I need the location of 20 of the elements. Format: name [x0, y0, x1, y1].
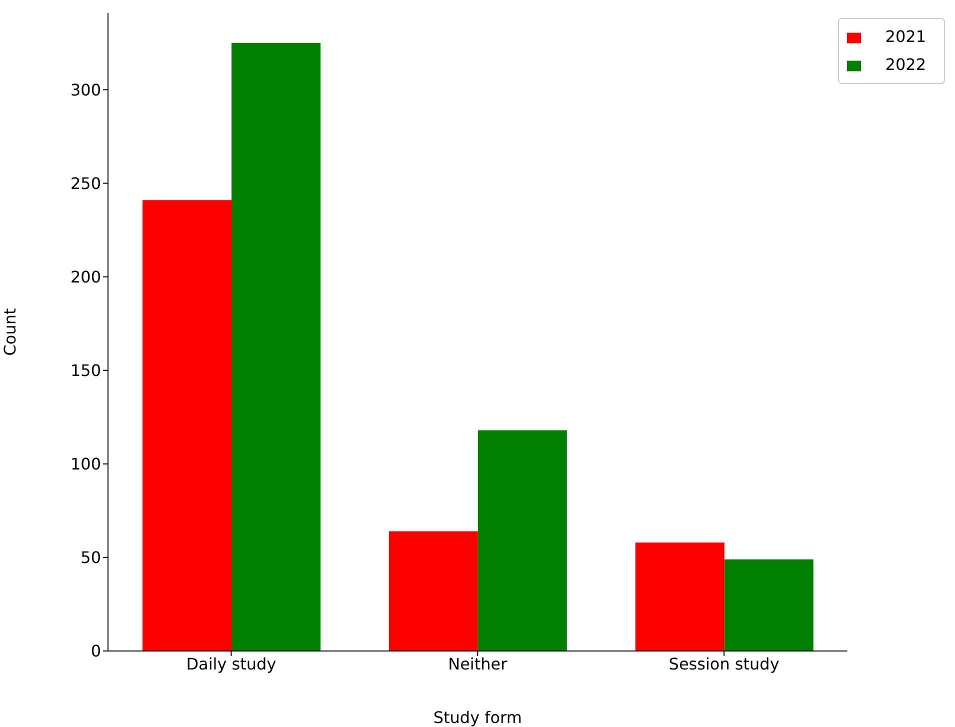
y-tick-label: 100	[70, 454, 101, 474]
bar	[142, 200, 232, 651]
y-tick-label: 50	[80, 548, 101, 568]
bar	[232, 42, 320, 651]
x-tick-label: Daily study	[186, 654, 276, 674]
y-tick-label: 250	[70, 174, 101, 193]
legend-label: 2022	[885, 55, 926, 74]
y-tick-label: 200	[70, 267, 101, 286]
bar	[478, 430, 567, 651]
x-tick-label: Session study	[668, 654, 780, 674]
y-tick-label: 150	[70, 361, 101, 380]
y-tick-label: 300	[70, 80, 101, 100]
bar	[388, 531, 478, 651]
bar	[635, 542, 724, 651]
x-axis-title: Study form	[433, 708, 522, 727]
y-axis-title: Count	[0, 308, 20, 356]
legend-label: 2021	[885, 27, 926, 46]
y-tick-label: 0	[90, 642, 101, 661]
x-tick-label: Neither	[448, 654, 508, 674]
bar	[724, 559, 814, 651]
